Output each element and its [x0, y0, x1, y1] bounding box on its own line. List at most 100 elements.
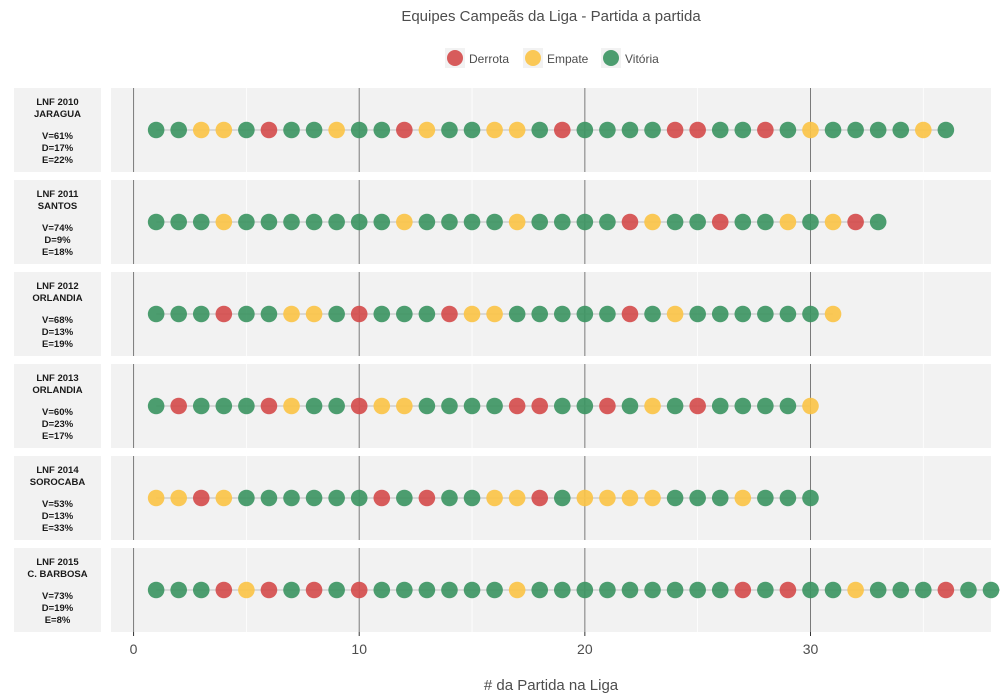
- match-result-point: [350, 581, 368, 599]
- x-axis-label: # da Partida na Liga: [484, 677, 619, 694]
- legend-marker: [603, 50, 619, 66]
- match-result-point: [757, 489, 774, 507]
- panel-stat: V=68%: [42, 315, 73, 326]
- match-result-point: [531, 397, 549, 415]
- match-result-point: [283, 489, 300, 507]
- match-result-point: [802, 581, 819, 599]
- match-result-point: [779, 581, 797, 599]
- panel-stat: E=17%: [42, 431, 73, 442]
- match-result-point: [847, 581, 864, 599]
- match-result-point: [531, 213, 549, 231]
- match-result-point: [441, 397, 458, 415]
- match-result-point: [215, 305, 233, 323]
- match-result-point: [486, 213, 503, 231]
- match-result-point: [441, 213, 458, 231]
- match-result-point: [576, 581, 594, 599]
- match-result-point: [802, 489, 819, 507]
- legend-label: Vitória: [625, 52, 659, 66]
- match-result-point: [553, 213, 571, 231]
- match-result-point: [260, 305, 278, 323]
- match-result-point: [779, 213, 797, 231]
- panel-strip: [14, 180, 101, 264]
- match-result-point: [418, 213, 436, 231]
- match-result-point: [599, 121, 616, 139]
- match-result-point: [689, 581, 706, 599]
- match-result-point: [260, 489, 278, 507]
- match-result-point: [644, 489, 661, 507]
- match-result-point: [666, 213, 684, 231]
- match-result-point: [170, 489, 187, 507]
- match-result-point: [779, 489, 797, 507]
- match-result-point: [441, 305, 458, 323]
- match-result-point: [328, 397, 345, 415]
- match-result-point: [779, 397, 797, 415]
- panel-strip: [14, 88, 101, 172]
- match-result-point: [508, 397, 526, 415]
- match-result-point: [802, 121, 819, 139]
- match-result-point: [915, 121, 932, 139]
- panel-stat: E=22%: [42, 155, 73, 166]
- match-result-point: [666, 121, 684, 139]
- panel-strip: [14, 548, 101, 632]
- panel-stat: V=61%: [42, 131, 73, 142]
- match-result-point: [486, 121, 503, 139]
- match-result-point: [328, 305, 345, 323]
- panel-stat: V=53%: [42, 499, 73, 510]
- match-result-point: [508, 305, 526, 323]
- match-result-point: [170, 121, 187, 139]
- panel-strip: [14, 456, 101, 540]
- match-result-point: [147, 397, 165, 415]
- match-result-point: [463, 397, 481, 415]
- match-result-point: [824, 581, 842, 599]
- match-result-point: [644, 121, 661, 139]
- match-result-point: [621, 213, 639, 231]
- panel-stat: D=19%: [42, 603, 74, 614]
- match-result-point: [441, 489, 458, 507]
- match-result-point: [734, 305, 752, 323]
- match-result-point: [576, 489, 594, 507]
- match-result-point: [215, 213, 233, 231]
- panel-title: LNF 2014: [36, 465, 79, 476]
- match-result-point: [531, 121, 549, 139]
- match-result-point: [553, 397, 571, 415]
- match-result-point: [373, 305, 391, 323]
- match-result-point: [824, 213, 842, 231]
- match-result-point: [418, 489, 436, 507]
- panel-title: LNF 2011: [37, 189, 79, 200]
- match-result-point: [192, 213, 210, 231]
- match-result-point: [441, 121, 458, 139]
- match-result-point: [215, 397, 233, 415]
- match-result-point: [644, 213, 661, 231]
- match-result-point: [915, 581, 932, 599]
- panel-stat: D=13%: [42, 327, 74, 338]
- match-result-point: [373, 397, 391, 415]
- match-result-point: [486, 489, 503, 507]
- match-result-point: [463, 121, 481, 139]
- match-result-point: [305, 581, 323, 599]
- match-result-point: [734, 489, 752, 507]
- match-result-point: [666, 581, 684, 599]
- match-result-point: [531, 489, 549, 507]
- match-result-point: [937, 581, 955, 599]
- match-result-point: [396, 121, 413, 139]
- match-result-point: [260, 121, 278, 139]
- x-tick-label: 30: [803, 641, 819, 657]
- match-result-point: [238, 121, 255, 139]
- match-result-point: [576, 397, 594, 415]
- match-result-point: [418, 397, 436, 415]
- match-result-point: [689, 305, 706, 323]
- panel-stat: V=74%: [42, 223, 73, 234]
- match-result-point: [463, 581, 481, 599]
- match-result-point: [328, 213, 345, 231]
- legend-label: Derrota: [469, 52, 509, 66]
- match-result-point: [937, 121, 955, 139]
- match-result-point: [621, 581, 639, 599]
- match-result-point: [215, 489, 233, 507]
- legend-item-E: Empate: [523, 48, 589, 68]
- match-result-point: [531, 305, 549, 323]
- match-result-point: [711, 489, 729, 507]
